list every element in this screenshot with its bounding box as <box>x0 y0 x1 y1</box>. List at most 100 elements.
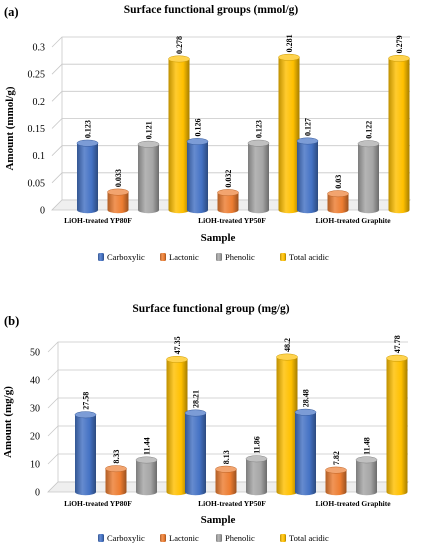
bar <box>276 353 298 496</box>
data-label: 11.44 <box>143 437 152 455</box>
x-tick-label: LiOH-treated Graphite <box>315 499 391 508</box>
bar <box>137 140 160 214</box>
legend-label: Phenolic <box>225 533 255 543</box>
data-label: 0.281 <box>285 34 294 52</box>
legend-label: Carboxylic <box>107 533 145 543</box>
legend-swatch <box>98 253 104 261</box>
chart-panel-b: Surface functional group (mg/g) (b) 0 10 20 3… <box>2 303 409 543</box>
y-tick-label: 0.25 <box>28 70 46 81</box>
y-tick-label: 0.1 <box>33 151 46 162</box>
legend-swatch <box>280 534 286 542</box>
data-label: 0.032 <box>224 170 233 188</box>
bar <box>247 139 270 214</box>
bar <box>74 411 97 496</box>
gridline <box>47 341 408 353</box>
bar <box>76 139 99 214</box>
gridline <box>51 36 410 48</box>
data-label: 0.123 <box>255 120 264 138</box>
legend-label: Phenolic <box>225 252 255 262</box>
gridline <box>51 145 410 156</box>
y-tick-label: 0 <box>40 206 45 217</box>
legend-label: Total acidic <box>289 533 329 543</box>
bar <box>107 188 129 214</box>
legend-item: Total acidic <box>280 252 329 262</box>
x-axis-label: Sample <box>201 232 236 244</box>
bar <box>186 138 209 214</box>
data-label: 28.21 <box>192 390 201 408</box>
bar <box>327 190 349 214</box>
y-tick-label: 0.05 <box>28 178 46 189</box>
y-tick-label: 0 <box>35 488 40 499</box>
legend-swatch <box>160 534 166 542</box>
data-label: 11.86 <box>253 436 262 454</box>
y-tick-label: 30 <box>30 404 40 415</box>
bar <box>357 140 380 214</box>
data-label: 28.48 <box>302 389 311 407</box>
bar <box>294 408 317 496</box>
data-label: 48.2 <box>283 338 292 352</box>
y-axis-label: Amount (mg/g) <box>2 386 14 458</box>
bar <box>168 55 190 214</box>
y-tick-label: 10 <box>30 460 40 471</box>
y-tick-label: 50 <box>30 348 40 359</box>
bar <box>386 354 408 496</box>
legend-item: Total acidic <box>280 533 329 543</box>
y-axis-label: Amount (mmol/g) <box>4 86 16 170</box>
y-tick-label: 0.3 <box>33 43 46 54</box>
data-label: 0.122 <box>365 121 374 139</box>
legend-item: Carboxylic <box>98 533 145 543</box>
legend-swatch <box>216 534 222 542</box>
data-label: 0.279 <box>395 35 404 53</box>
legend-label: Carboxylic <box>107 252 145 262</box>
gridline <box>47 369 408 381</box>
legend-label: Total acidic <box>289 252 329 262</box>
chart-title: Surface functional group (mg/g) <box>132 303 289 315</box>
data-label: 7.82 <box>332 451 341 465</box>
data-label: 8.33 <box>112 450 121 464</box>
data-label: 0.278 <box>175 36 184 54</box>
y-tick-label: 0.2 <box>33 97 46 108</box>
gridline <box>51 63 410 75</box>
legend-item: Lactonic <box>160 533 199 543</box>
y-tick-label: 20 <box>30 432 40 443</box>
data-label: 0.033 <box>114 169 123 187</box>
bar <box>215 465 237 496</box>
x-tick-label: LiOH-treated YP50F <box>198 499 266 508</box>
data-label: 0.126 <box>194 119 203 137</box>
bar <box>184 409 207 496</box>
bar <box>388 54 410 214</box>
legend-item: Phenolic <box>216 533 255 543</box>
y-tick-label: 40 <box>30 376 40 387</box>
legend-item: Lactonic <box>160 252 199 262</box>
bar <box>105 465 127 496</box>
data-label: 8.13 <box>222 450 231 464</box>
data-label: 0.121 <box>145 121 154 139</box>
data-label: 47.78 <box>393 335 402 353</box>
x-tick-label: LiOH-treated YP80F <box>64 499 132 508</box>
gridline <box>47 425 408 437</box>
bar <box>325 466 347 496</box>
legend-label: Lactonic <box>169 252 199 262</box>
x-tick-label: LiOH-treated YP50F <box>198 216 266 225</box>
chart-panel-a: Surface functional groups (mmol/g) (a) 0 0.… <box>4 4 411 262</box>
bar <box>135 456 158 496</box>
data-label: 0.03 <box>334 175 343 189</box>
gridline <box>51 90 410 102</box>
bar <box>278 53 300 214</box>
legend-label: Lactonic <box>169 533 199 543</box>
data-label: 27.58 <box>82 392 91 410</box>
legend-swatch <box>160 253 166 261</box>
gridline <box>51 118 410 129</box>
panel-label: (a) <box>4 5 19 19</box>
panel-label: (b) <box>4 314 19 328</box>
chart-title: Surface functional groups (mmol/g) <box>124 4 299 16</box>
data-label: 47.35 <box>173 336 182 354</box>
legend-swatch <box>280 253 286 261</box>
data-label: 0.123 <box>84 120 93 138</box>
data-label: 0.127 <box>304 118 313 136</box>
legend-item: Carboxylic <box>98 252 145 262</box>
x-axis-label: Sample <box>201 514 236 526</box>
bar <box>217 189 239 214</box>
bar <box>245 455 268 496</box>
